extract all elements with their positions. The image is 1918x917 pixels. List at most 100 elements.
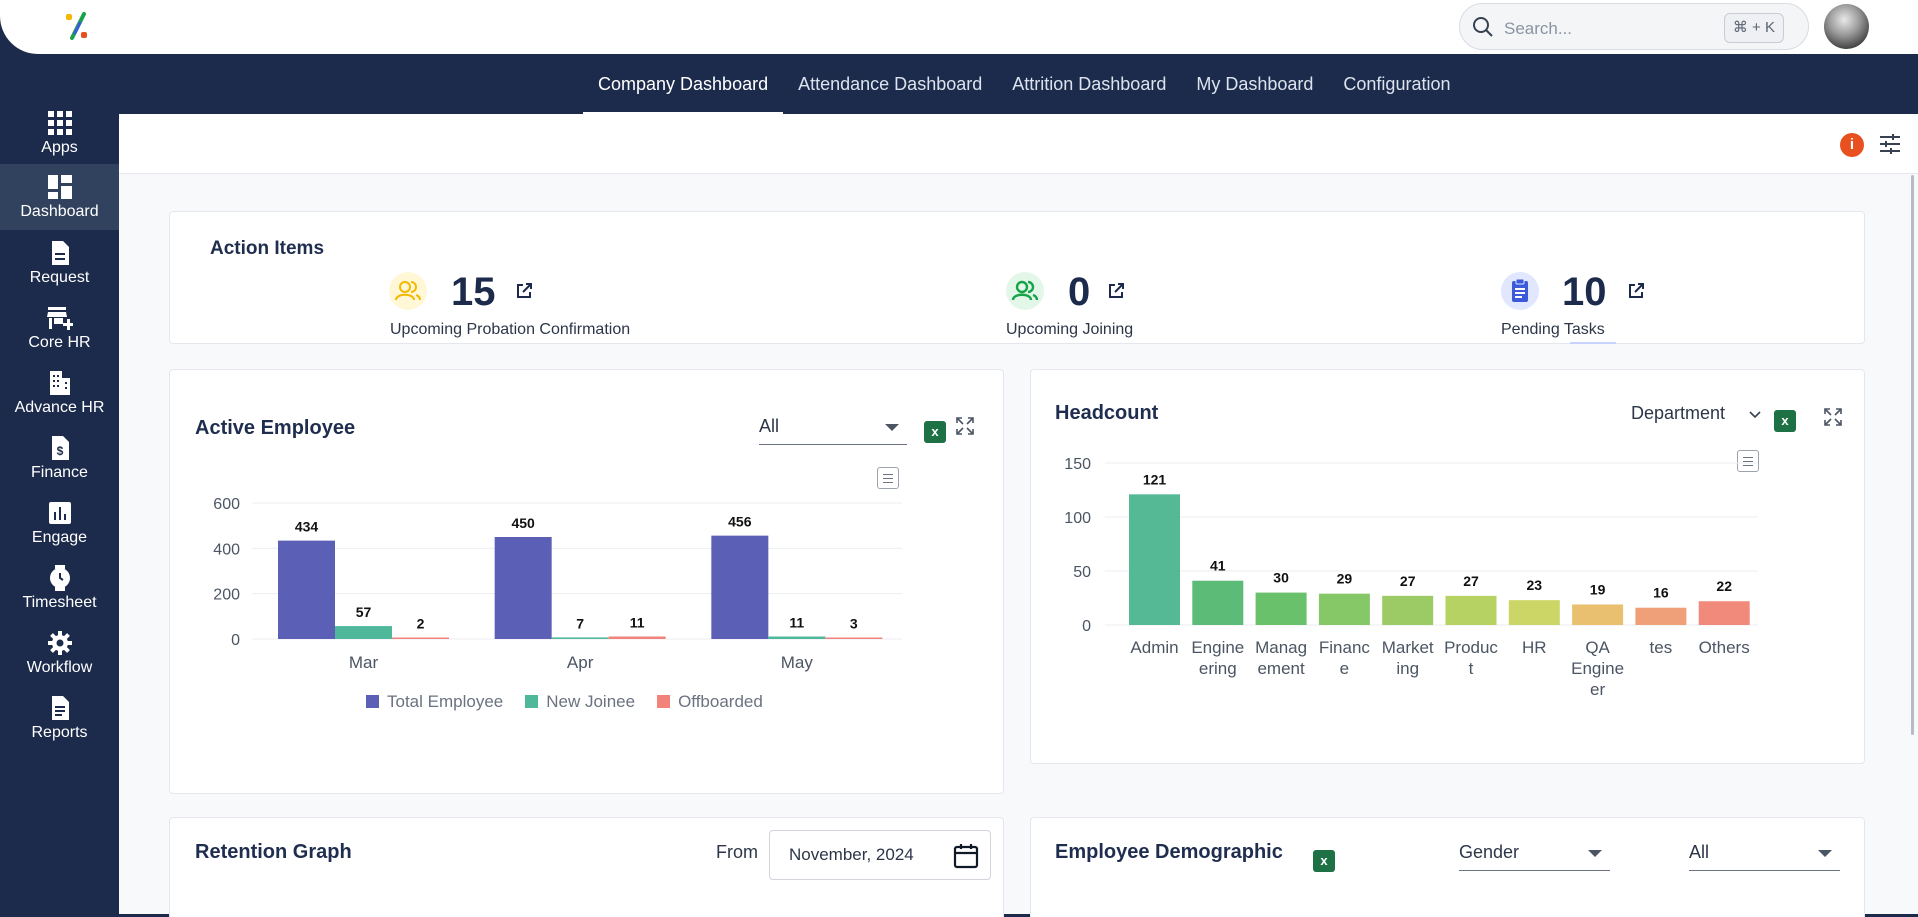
app-logo[interactable]	[64, 11, 90, 41]
legend-item[interactable]: Offboarded	[657, 692, 763, 712]
excel-export-icon[interactable]: x	[924, 421, 946, 443]
sidebar-item-engage[interactable]: Engage	[0, 490, 119, 554]
page-scrollbar[interactable]	[1911, 175, 1914, 735]
sidebar-item-reports[interactable]: Reports	[0, 685, 119, 749]
data-label: 121	[1143, 471, 1167, 487]
y-tick-label: 50	[1073, 564, 1091, 581]
date-value: November, 2024	[789, 845, 914, 864]
y-tick-label: 0	[1082, 618, 1091, 635]
bar	[1635, 607, 1687, 625]
tab-indicator	[1570, 342, 1616, 344]
bar	[1129, 494, 1180, 625]
legend-item[interactable]: Total Employee	[366, 692, 503, 712]
legend-swatch	[366, 695, 379, 708]
data-label: 57	[356, 604, 372, 620]
search-box[interactable]: Search... ⌘ + K	[1459, 3, 1809, 50]
tab-attrition-dashboard[interactable]: Attrition Dashboard	[1012, 74, 1167, 94]
probation-count: 15	[451, 270, 496, 314]
chart-menu-icon[interactable]	[877, 467, 899, 489]
demographic-filter-dropdown[interactable]: All	[1689, 842, 1840, 871]
demographic-group-dropdown[interactable]: Gender	[1459, 842, 1610, 871]
sidebar-item-label: Reports	[31, 724, 88, 741]
chevron-down-icon	[1588, 850, 1602, 857]
tab-my-dashboard[interactable]: My Dashboard	[1196, 74, 1314, 94]
external-link-icon[interactable]	[1107, 282, 1125, 300]
clipboard-icon	[1501, 272, 1539, 310]
external-link-icon[interactable]	[1627, 282, 1645, 300]
dropdown-value: Department	[1631, 403, 1726, 423]
tab-company-dashboard[interactable]: Company Dashboard	[583, 54, 784, 114]
sidebar: Apps Dashboard Request Core HR Advance H…	[0, 54, 119, 917]
expand-icon[interactable]	[956, 417, 974, 435]
bar	[825, 637, 883, 639]
bar	[1445, 595, 1497, 625]
y-tick-label: 150	[1064, 456, 1091, 473]
bar	[1318, 593, 1370, 625]
excel-export-icon[interactable]: x	[1774, 410, 1796, 432]
bar	[768, 636, 826, 639]
filter-settings-icon[interactable]	[1878, 132, 1902, 156]
joining-count: 0	[1068, 270, 1091, 314]
active-employee-filter-dropdown[interactable]: All	[759, 416, 907, 445]
sidebar-item-timesheet[interactable]: Timesheet	[0, 555, 119, 619]
document-icon	[51, 241, 69, 265]
sidebar-item-advance-hr[interactable]: Advance HR	[0, 360, 119, 424]
sidebar-item-workflow[interactable]: Workflow	[0, 620, 119, 684]
chevron-down-icon	[1749, 411, 1761, 419]
user-avatar[interactable]	[1824, 4, 1869, 49]
bar	[278, 540, 335, 639]
dashboard-icon	[47, 175, 72, 199]
y-tick-label: 600	[213, 496, 240, 513]
data-label: 27	[1400, 573, 1416, 589]
sidebar-item-request[interactable]: Request	[0, 230, 119, 294]
legend-label: Total Employee	[387, 692, 504, 711]
calendar-icon[interactable]	[953, 843, 979, 869]
chart-legend: Total Employee New Joinee Offboarded	[366, 692, 763, 712]
bar	[551, 637, 609, 639]
bar	[711, 535, 769, 639]
x-tick-label: tes	[1650, 638, 1673, 657]
excel-export-icon[interactable]: x	[1313, 850, 1335, 872]
headcount-group-dropdown[interactable]: Department	[1631, 403, 1761, 429]
legend-item[interactable]: New Joinee	[525, 692, 635, 712]
x-tick-label: Produc t	[1444, 638, 1498, 678]
legend-swatch	[525, 695, 539, 708]
info-icon[interactable]: i	[1840, 133, 1864, 157]
y-tick-label: 100	[1064, 510, 1091, 527]
chart-menu-icon[interactable]	[1737, 450, 1759, 472]
data-label: 22	[1716, 578, 1732, 594]
top-bar: Search... ⌘ + K	[0, 0, 1918, 54]
retention-date-picker[interactable]: November, 2024	[769, 830, 991, 880]
tab-attendance-dashboard[interactable]: Attendance Dashboard	[798, 74, 983, 94]
data-label: 19	[1590, 581, 1606, 597]
gear-icon	[47, 631, 72, 655]
y-tick-label: 0	[231, 632, 240, 649]
tab-configuration[interactable]: Configuration	[1343, 74, 1451, 94]
headcount-chart: 150 100 50 0 121 Admin 41 Engine ering 30 Manag eme…	[1064, 456, 1758, 699]
external-link-icon[interactable]	[515, 282, 533, 300]
action-items-title: Action Items	[210, 238, 325, 259]
bar-chart-icon	[48, 502, 71, 524]
sidebar-item-apps[interactable]: Apps	[0, 100, 119, 164]
headcount-card: Headcount Department x 150 100 50 0 121 Admin…	[1030, 369, 1865, 764]
sidebar-item-label: Core HR	[28, 334, 91, 351]
data-label: 23	[1527, 577, 1543, 593]
x-tick-label: Apr	[567, 653, 594, 672]
bar	[1192, 580, 1244, 625]
chevron-down-icon	[1818, 850, 1832, 857]
expand-icon[interactable]	[1824, 408, 1842, 426]
sidebar-item-label: Dashboard	[20, 203, 99, 220]
sidebar-item-dashboard[interactable]: Dashboard	[0, 164, 119, 230]
sidebar-item-finance[interactable]: $ Finance	[0, 425, 119, 489]
employee-demographic-card: Employee Demographic x Gender All	[1030, 817, 1865, 917]
data-label: 11	[630, 615, 645, 631]
data-label: 27	[1463, 573, 1479, 589]
data-label: 30	[1273, 570, 1289, 586]
sidebar-item-core-hr[interactable]: Core HR	[0, 295, 119, 359]
data-label: 2	[417, 616, 425, 632]
sidebar-item-label: Request	[29, 269, 90, 286]
dollar-document-icon: $	[51, 436, 69, 460]
data-label: 41	[1210, 558, 1226, 574]
x-tick-label: May	[781, 653, 814, 672]
apps-grid-icon	[47, 111, 72, 135]
